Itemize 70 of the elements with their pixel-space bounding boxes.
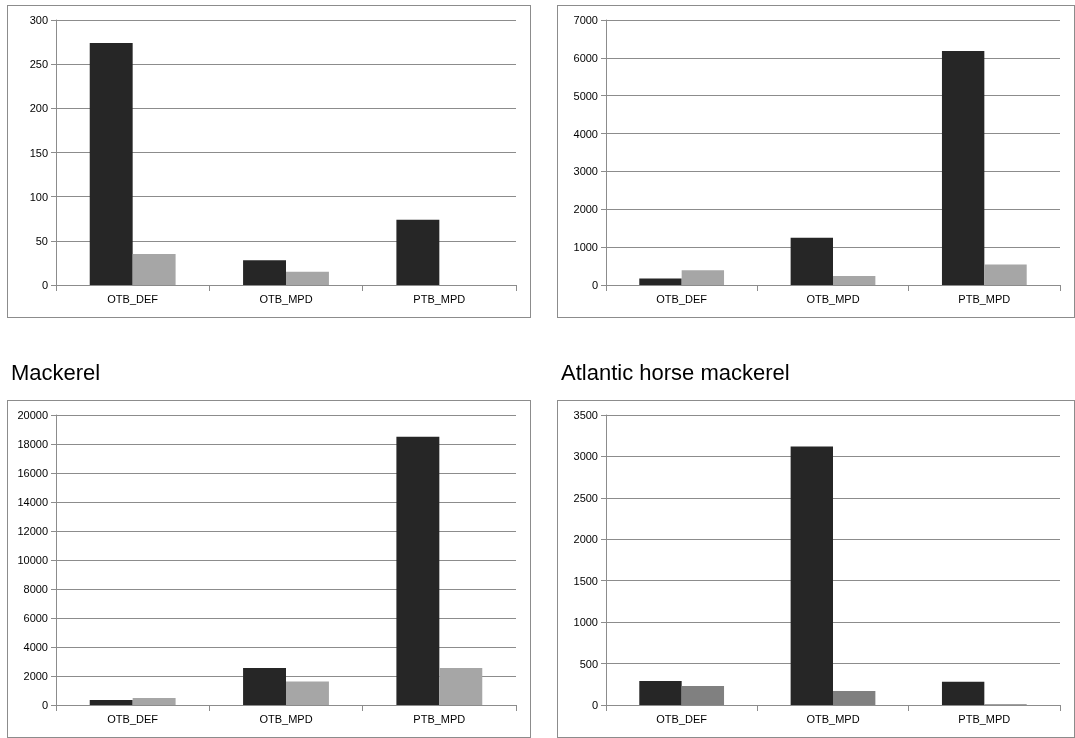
x-tick-label: OTB_MPD bbox=[806, 712, 860, 725]
y-tick-label: 7000 bbox=[573, 14, 598, 26]
y-tick-label: 12000 bbox=[17, 525, 48, 537]
bar bbox=[941, 51, 985, 285]
y-tick-label: 10000 bbox=[17, 554, 48, 566]
y-tick-label: 18000 bbox=[17, 438, 48, 450]
y-tick-label: 6000 bbox=[573, 51, 598, 64]
y-tick-label: 250 bbox=[29, 58, 48, 71]
y-tick-label: 4000 bbox=[23, 641, 48, 653]
y-tick-label: 200 bbox=[29, 102, 48, 115]
x-tick-label: OTB_MPD bbox=[259, 712, 313, 725]
y-tick-label: 3000 bbox=[573, 450, 598, 463]
x-tick-label: OTB_DEF bbox=[656, 712, 708, 725]
x-tick-label: PTB_MPD bbox=[958, 712, 1011, 725]
bar bbox=[833, 275, 876, 285]
bar bbox=[89, 699, 133, 705]
bar bbox=[984, 264, 1027, 285]
bar bbox=[286, 271, 329, 285]
bar bbox=[132, 698, 176, 705]
y-tick-label: 300 bbox=[29, 14, 48, 26]
y-tick-label: 0 bbox=[591, 279, 598, 291]
y-tick-label: 0 bbox=[41, 699, 48, 711]
y-tick-label: 8000 bbox=[23, 583, 48, 595]
bar bbox=[243, 260, 286, 285]
bar bbox=[833, 690, 876, 705]
bar bbox=[639, 680, 682, 705]
y-tick-label: 16000 bbox=[17, 467, 48, 479]
bar bbox=[286, 681, 329, 705]
x-tick-label: PTB_MPD bbox=[413, 292, 466, 305]
y-tick-label: 2000 bbox=[573, 203, 598, 216]
y-tick-label: 100 bbox=[29, 190, 48, 203]
y-tick-label: 0 bbox=[591, 699, 598, 711]
bar bbox=[681, 685, 725, 705]
y-tick-label: 2500 bbox=[573, 491, 598, 504]
bar bbox=[790, 446, 833, 705]
x-tick-label: OTB_DEF bbox=[107, 712, 159, 725]
y-tick-label: 2000 bbox=[23, 670, 48, 682]
chart-title: Atlantic horse mackerel bbox=[561, 360, 790, 386]
y-tick-label: 4000 bbox=[573, 127, 598, 140]
bar bbox=[439, 668, 483, 705]
bar bbox=[396, 436, 440, 705]
bar bbox=[89, 42, 133, 285]
y-tick-label: 3500 bbox=[573, 409, 598, 421]
bar bbox=[639, 278, 682, 285]
y-tick-label: 150 bbox=[29, 146, 48, 159]
x-tick-label: OTB_MPD bbox=[806, 292, 860, 305]
x-tick-label: PTB_MPD bbox=[958, 292, 1011, 305]
x-tick-label: OTB_DEF bbox=[656, 292, 708, 305]
y-tick-label: 3000 bbox=[573, 165, 598, 178]
y-tick-label: 20000 bbox=[17, 409, 48, 421]
y-tick-label: 6000 bbox=[23, 612, 48, 624]
bar bbox=[243, 668, 286, 705]
y-tick-label: 1000 bbox=[573, 616, 598, 629]
chart-title: Mackerel bbox=[11, 360, 101, 386]
y-tick-label: 500 bbox=[579, 657, 598, 670]
y-tick-label: 50 bbox=[35, 234, 48, 247]
y-tick-label: 14000 bbox=[17, 496, 48, 508]
bar bbox=[790, 237, 833, 285]
bar bbox=[396, 219, 440, 285]
x-tick-label: OTB_DEF bbox=[107, 292, 159, 305]
bar bbox=[681, 270, 725, 285]
y-tick-label: 2000 bbox=[573, 533, 598, 546]
y-tick-label: 5000 bbox=[573, 89, 598, 102]
x-tick-label: OTB_MPD bbox=[259, 292, 313, 305]
bar bbox=[132, 254, 176, 285]
y-tick-label: 1500 bbox=[573, 574, 598, 587]
x-tick-label: PTB_MPD bbox=[413, 712, 466, 725]
bar bbox=[941, 681, 985, 705]
y-tick-label: 1000 bbox=[573, 241, 598, 254]
y-tick-label: 0 bbox=[41, 279, 48, 291]
